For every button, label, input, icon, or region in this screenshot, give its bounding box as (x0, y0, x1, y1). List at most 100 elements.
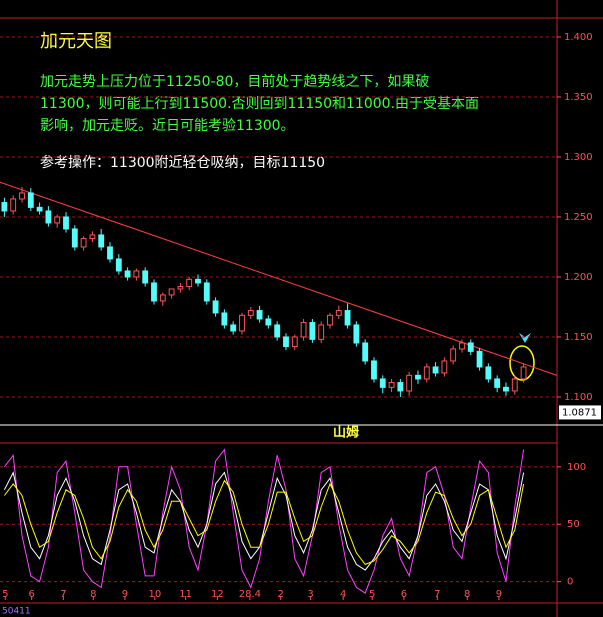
candle-body (98, 234, 105, 248)
candle-body (19, 192, 25, 200)
x-tick-label: 9 (122, 589, 128, 600)
candle-body (415, 374, 421, 380)
x-tick-label: 2 (278, 589, 284, 600)
x-tick-label: 28.4 (239, 589, 261, 600)
candle-body (441, 360, 448, 374)
y-tick-label: 1.200 (564, 272, 593, 283)
y-tick-label: 1.350 (564, 92, 593, 103)
y-tick-label: 0 (567, 577, 573, 588)
candle-body (344, 310, 351, 326)
candle-body (80, 238, 87, 248)
candle-body (63, 216, 69, 230)
candle-body (335, 310, 342, 316)
y-tick-label: 1.250 (564, 212, 593, 223)
highlight-ellipse (509, 345, 535, 381)
candle-body (71, 228, 78, 248)
candle-body (291, 336, 298, 348)
candle-body (520, 366, 527, 380)
commentary: 11300，则可能上行到11500.否则回到11150和11000.由于受基本面 (40, 95, 479, 112)
candle-body (327, 314, 333, 326)
candle-body (115, 258, 122, 272)
candle-body (485, 366, 492, 380)
candle-body (309, 322, 316, 340)
x-tick-label: 3 (307, 589, 313, 600)
x-tick-label: 6 (28, 589, 34, 600)
y-tick-label: 1.150 (564, 332, 593, 343)
candle-body (133, 270, 140, 278)
y-tick-label: 50 (567, 519, 580, 530)
x-tick-label: 10 (149, 589, 162, 600)
candle-body (423, 366, 430, 380)
candle-body (1, 202, 8, 212)
candle-body (256, 310, 263, 320)
candle-body (494, 378, 501, 388)
last-price-box (559, 405, 601, 420)
x-tick-label: 11 (179, 589, 192, 600)
candle-body (450, 348, 457, 362)
candle-body (203, 282, 210, 302)
candle-body (459, 342, 465, 350)
candle-body (511, 378, 518, 392)
candle-body (195, 278, 201, 284)
candle-body (177, 286, 184, 290)
candle-body (159, 294, 166, 302)
x-tick-label: 8 (464, 589, 470, 600)
last-price-label: 1.0871 (562, 407, 597, 418)
y-tick-label: 100 (567, 462, 586, 473)
indicator-line (3, 471, 525, 571)
x-tick-label: 7 (434, 589, 440, 600)
candle-body (503, 386, 509, 392)
candle-body (89, 234, 96, 240)
indicator-line (4, 479, 525, 566)
candle-body (212, 300, 219, 314)
candle-body (151, 282, 157, 302)
candle-body (36, 206, 43, 212)
candle-body (476, 350, 483, 368)
indicator-title: 山姆 (333, 425, 359, 441)
candle-body (467, 342, 474, 352)
chart-title: 加元天图 (40, 31, 112, 52)
candle-body (397, 382, 404, 392)
x-tick-label: 12 (211, 589, 224, 600)
candle-body (300, 322, 307, 338)
candle-body (283, 336, 289, 348)
candle-body (379, 378, 386, 388)
candle-body (406, 374, 413, 392)
candle-body (274, 324, 281, 338)
candle-body (362, 342, 369, 362)
candle-body (10, 198, 17, 212)
commentary: 影响，加元走贬。近日可能考验11300。 (40, 118, 295, 134)
commentary: 加元走势上压力位于11250-80，目前处于趋势线之下，如果破 (40, 73, 429, 90)
candle-body (239, 314, 245, 332)
candle-body (247, 310, 254, 316)
candle-body (318, 324, 325, 340)
x-tick-label: 6 (401, 589, 407, 600)
y-tick-label: 1.100 (564, 392, 593, 403)
candle-body (388, 382, 395, 388)
candle-body (45, 210, 52, 224)
corner-label: 50411 (2, 607, 31, 617)
candle-body (27, 192, 34, 208)
x-tick-label: 5 (2, 589, 8, 600)
candle-body (371, 360, 377, 380)
pointer-arrow (519, 333, 531, 343)
candle-body (124, 270, 131, 278)
x-tick-label: 8 (90, 589, 96, 600)
candle-body (353, 324, 360, 344)
candle-body (186, 278, 193, 288)
y-tick-label: 1.400 (564, 32, 593, 43)
x-tick-label: 7 (60, 589, 66, 600)
x-tick-label: 9 (496, 589, 502, 600)
candle-body (142, 270, 149, 284)
candle-body (221, 312, 228, 326)
candle-body (107, 246, 113, 260)
candle-body (54, 216, 61, 224)
candle-body (265, 318, 272, 326)
x-tick-label: 4 (340, 589, 346, 600)
y-tick-label: 1.300 (564, 152, 593, 163)
candle-body (432, 366, 439, 374)
candle-body (230, 324, 237, 332)
operation-note: 参考操作：11300附近轻仓吸纳，目标11150 (40, 154, 325, 171)
